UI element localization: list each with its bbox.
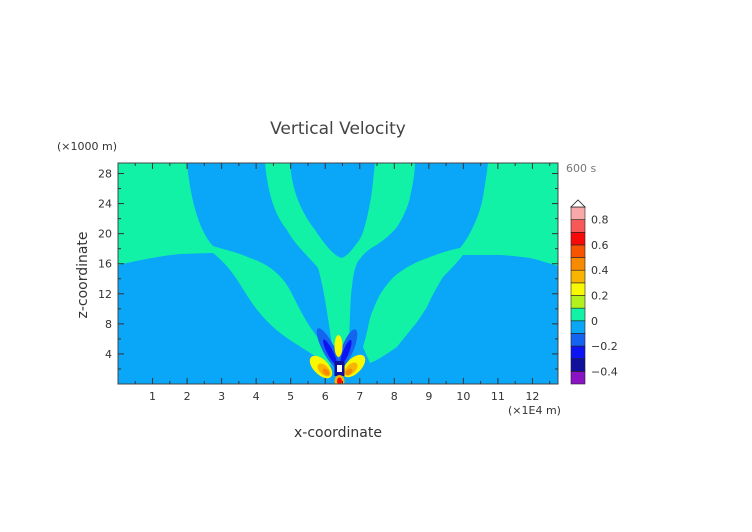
x-tick-label: 3 — [218, 390, 225, 403]
colorbar-segment — [570, 307, 586, 322]
contour-left-region — [118, 163, 332, 366]
lobe-group — [309, 328, 366, 384]
downdraft-lobe-right-core — [340, 339, 352, 365]
x-unit-label: (×1E4 m) — [508, 404, 561, 417]
colorbar-tick-label: 0.6 — [591, 239, 609, 252]
y-tick-label: 28 — [98, 168, 112, 181]
colorbar-extend-arrow — [570, 199, 586, 208]
x-axis-label: x-coordinate — [294, 425, 382, 441]
colorbar-segment — [570, 219, 586, 233]
colorbar-tick-label: −0.4 — [591, 365, 618, 378]
chart-title: Vertical Velocity — [270, 119, 406, 139]
contour-right-region — [363, 163, 558, 363]
colorbar-segment — [570, 295, 586, 309]
y-tick-label: 12 — [98, 288, 112, 301]
updraft-lobe-left-core — [322, 368, 330, 376]
updraft-lobe-center — [334, 335, 343, 357]
x-tick-label: 1 — [149, 390, 156, 403]
colorbar-segment — [570, 244, 586, 258]
x-tick-label: 5 — [287, 390, 294, 403]
y-tick-label: 24 — [98, 198, 112, 211]
x-tick-label: 7 — [356, 390, 363, 403]
colorbar-segment — [570, 231, 586, 246]
colorbar-tick-label: −0.2 — [591, 340, 618, 353]
downdraft-core-minimum — [337, 365, 342, 372]
colorbar-tick-label: 0.8 — [591, 214, 609, 227]
colorbar-segment — [570, 269, 586, 284]
colorbar-segment — [570, 333, 586, 347]
colorbar-segment — [570, 257, 586, 271]
contour-field — [118, 163, 558, 384]
downdraft-lobe-left-core — [323, 339, 337, 365]
y-tick-label: 16 — [98, 258, 112, 271]
contour-central-region — [265, 163, 415, 345]
colorbar-segment — [570, 320, 586, 334]
y-tick-label: 20 — [98, 228, 112, 241]
time-label: 600 s — [566, 162, 596, 175]
y-tick-label: 4 — [105, 348, 112, 361]
y-tick-label: 8 — [105, 318, 112, 331]
x-tick-label: 10 — [456, 390, 470, 403]
x-tick-label: 4 — [253, 390, 260, 403]
x-tick-label: 9 — [425, 390, 432, 403]
colorbar-segment — [570, 371, 586, 385]
colorbar-tick-label: 0.4 — [591, 264, 609, 277]
updraft-lobe-right-core — [345, 368, 353, 376]
x-tick-label: 6 — [322, 390, 329, 403]
colorbar-segment — [570, 206, 586, 220]
colorbar-segment — [570, 358, 586, 372]
y-axis-label: z-coordinate — [75, 231, 91, 318]
y-unit-label: (×1000 m) — [57, 140, 117, 153]
x-tick-label: 11 — [491, 390, 505, 403]
colorbar: 0.8 0.6 0.4 0.2 0 −0.2 −0.4 — [570, 199, 618, 385]
x-tick-label: 2 — [184, 390, 191, 403]
surface-core — [337, 377, 342, 384]
colorbar-segment — [570, 345, 586, 360]
colorbar-segment — [570, 282, 586, 296]
plot-frame — [117, 162, 559, 385]
colorbar-tick-label: 0 — [591, 315, 598, 328]
x-tick-label: 8 — [391, 390, 398, 403]
colorbar-tick-label: 0.2 — [591, 290, 609, 303]
x-tick-label: 12 — [525, 390, 539, 403]
